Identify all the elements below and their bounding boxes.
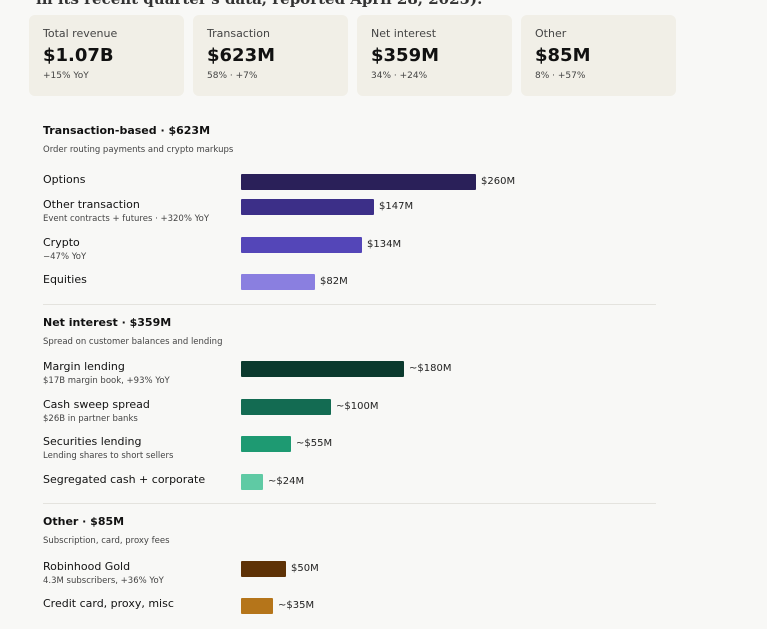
card-net-interest: Net interest $359M 34% · +24% (357, 15, 512, 96)
card-label: Net interest (371, 27, 437, 40)
row-label: Equities (43, 273, 87, 286)
bar-value: ~$55M (296, 438, 333, 449)
bar (241, 237, 362, 253)
card-sub: 34% · +24% (371, 71, 428, 81)
row-label: Cash sweep spread (43, 398, 150, 411)
bar (241, 561, 286, 577)
card-value: $359M (371, 45, 440, 66)
section-subtitle: Spread on customer balances and lending (43, 337, 223, 347)
bar-value: $50M (291, 563, 319, 574)
row-note: Lending shares to short sellers (43, 451, 174, 461)
bar-row: Options $260M (43, 173, 656, 203)
section-title: Transaction-based · $623M (43, 124, 211, 137)
bar (241, 598, 273, 614)
section-other: Other · $85M Subscription, card, proxy f… (43, 515, 656, 614)
bar-value: $82M (320, 276, 348, 287)
bar (241, 274, 315, 290)
card-other: Other $85M 8% · +57% (521, 15, 676, 96)
page-heading-cut: in its recent quarter's data, reported A… (36, 0, 482, 8)
card-label: Total revenue (43, 27, 118, 40)
bar-row: Margin lending $17B margin book, +93% Yo… (43, 360, 656, 390)
row-note: $26B in partner banks (43, 414, 138, 424)
card-value: $623M (207, 45, 276, 66)
row-label: Robinhood Gold (43, 560, 131, 573)
row-label: Crypto (43, 236, 80, 249)
card-transaction: Transaction $623M 58% · +7% (193, 15, 348, 96)
section-net-interest: Net interest · $359M Spread on customer … (43, 316, 656, 490)
section-transaction: Transaction-based · $623M Order routing … (43, 124, 656, 290)
bar-value: ~$180M (409, 363, 452, 374)
bar (241, 361, 404, 377)
card-sub: +15% YoY (43, 71, 89, 81)
summary-cards: Total revenue $1.07B +15% YoY Transactio… (29, 15, 676, 96)
bar-value: ~$100M (336, 401, 379, 412)
row-label: Securities lending (43, 435, 142, 448)
card-label: Other (535, 27, 567, 40)
bar (241, 174, 476, 190)
bar-value: $134M (367, 239, 402, 250)
bar (241, 474, 263, 490)
bar (241, 436, 291, 452)
row-label: Credit card, proxy, misc (43, 597, 174, 610)
card-sub: 8% · +57% (535, 71, 586, 81)
bar-value: ~$35M (278, 600, 315, 611)
section-subtitle: Subscription, card, proxy fees (43, 536, 170, 546)
row-label: Segregated cash + corporate (43, 473, 206, 486)
card-label: Transaction (207, 27, 270, 40)
card-value: $1.07B (43, 45, 114, 66)
card-sub: 58% · +7% (207, 71, 258, 81)
row-label: Options (43, 173, 86, 186)
bar-row: Crypto −47% YoY $134M (43, 236, 656, 266)
section-subtitle: Order routing payments and crypto markup… (43, 145, 234, 155)
bar-value: $260M (481, 176, 516, 187)
section-divider (43, 503, 656, 504)
bar-row: Robinhood Gold 4.3M subscribers, +36% Yo… (43, 560, 656, 590)
section-title: Net interest · $359M (43, 316, 172, 329)
row-note: Event contracts + futures · +320% YoY (43, 214, 210, 224)
row-label: Other transaction (43, 198, 140, 211)
section-divider (43, 304, 656, 305)
row-note: 4.3M subscribers, +36% YoY (43, 576, 164, 586)
bar-row: Other transaction Event contracts + futu… (43, 198, 656, 228)
bar-row: Securities lending Lending shares to sho… (43, 435, 656, 465)
bar (241, 199, 374, 215)
row-label: Margin lending (43, 360, 125, 373)
bar-row: Segregated cash + corporate ~$24M (43, 473, 656, 503)
section-title: Other · $85M (43, 515, 125, 528)
bar-row: Credit card, proxy, misc ~$35M (43, 597, 656, 627)
bar-value: $147M (379, 201, 414, 212)
card-value: $85M (535, 45, 591, 66)
bar-row: Equities $82M (43, 273, 656, 303)
bar-row: Cash sweep spread $26B in partner banks … (43, 398, 656, 428)
row-note: $17B margin book, +93% YoY (43, 376, 170, 386)
bar-value: ~$24M (268, 476, 305, 487)
card-total-revenue: Total revenue $1.07B +15% YoY (29, 15, 184, 96)
row-note: −47% YoY (43, 252, 87, 262)
bar (241, 399, 331, 415)
